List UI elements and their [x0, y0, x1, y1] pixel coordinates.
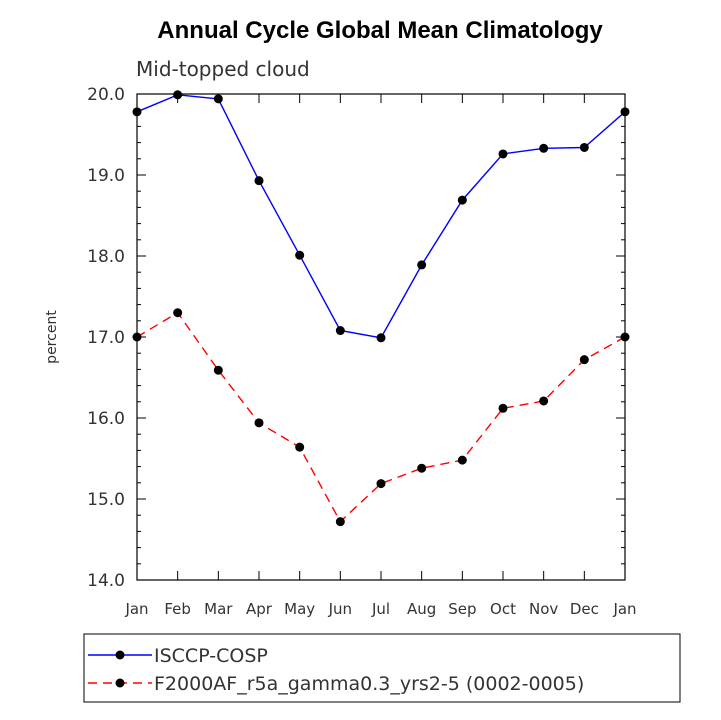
x-tick-label: May: [284, 600, 315, 618]
chart-subtitle: Mid-topped cloud: [136, 57, 310, 81]
series-2-point: [376, 479, 386, 489]
series-1-point: [213, 94, 223, 104]
legend-marker-2: [115, 678, 125, 688]
x-tick-label: Feb: [164, 600, 191, 618]
series-2-point: [457, 455, 467, 465]
series-layer: [132, 90, 630, 527]
x-tick-label: Dec: [570, 600, 599, 618]
x-tick-label: Jul: [371, 600, 390, 618]
y-tick-label: 20.0: [87, 85, 125, 105]
series-2-point: [295, 442, 305, 452]
series-2-point: [173, 308, 183, 318]
series-1-point: [579, 142, 589, 152]
series-1-point: [498, 149, 508, 159]
series-2-point: [579, 355, 589, 365]
y-tick-label: 18.0: [87, 247, 125, 267]
series-2-point: [132, 332, 142, 342]
series-1-point: [132, 107, 142, 117]
series-2-point: [335, 517, 345, 527]
x-tick-label: Jun: [328, 600, 352, 618]
series-2-point: [213, 365, 223, 375]
x-tick-label: Apr: [246, 600, 273, 618]
series-1-point: [254, 176, 264, 186]
legend-marker-1: [115, 650, 125, 660]
x-tick-label: Nov: [529, 600, 558, 618]
y-tick-label: 15.0: [87, 490, 125, 510]
series-1-point: [457, 195, 467, 205]
series-2-point: [498, 403, 508, 413]
series-1-point: [620, 107, 630, 117]
x-tick-label: Jan: [612, 600, 636, 618]
x-tick-label: Jan: [124, 600, 148, 618]
series-1-point: [173, 90, 183, 100]
series-line-1: [136, 94, 626, 339]
series-2-point: [254, 418, 264, 428]
series-1-point: [539, 143, 549, 153]
series-1-point: [295, 250, 305, 260]
series-1-point: [335, 326, 345, 336]
y-tick-label: 19.0: [87, 166, 125, 186]
y-axis-label: percent: [44, 310, 60, 364]
series-line-2: [136, 311, 626, 523]
x-tick-label: Sep: [448, 600, 476, 618]
series-2-point: [620, 332, 630, 342]
y-tick-label: 14.0: [87, 571, 125, 591]
x-tick-label: Aug: [407, 600, 436, 618]
series-1-point: [376, 333, 386, 343]
y-tick-label: 16.0: [87, 409, 125, 429]
legend-label-2: F2000AF_r5a_gamma0.3_yrs2-5 (0002-0005): [154, 673, 584, 695]
legend-label-1: ISCCP-COSP: [154, 645, 268, 667]
legend-box: [83, 633, 681, 703]
chart-title: Annual Cycle Global Mean Climatology: [157, 17, 603, 44]
legend: ISCCP-COSP F2000AF_r5a_gamma0.3_yrs2-5 (0…: [88, 645, 584, 695]
y-tick-label: 17.0: [87, 328, 125, 348]
series-1-point: [417, 260, 427, 270]
series-2-point: [417, 463, 427, 473]
ticks-layer: 14.0 15.0 16.0 17.0 18.0 19.0 20.0 Jan Feb Mar Apr…: [87, 85, 636, 618]
x-tick-label: Oct: [490, 600, 516, 618]
x-tick-label: Mar: [204, 600, 233, 618]
series-2-point: [539, 396, 549, 406]
